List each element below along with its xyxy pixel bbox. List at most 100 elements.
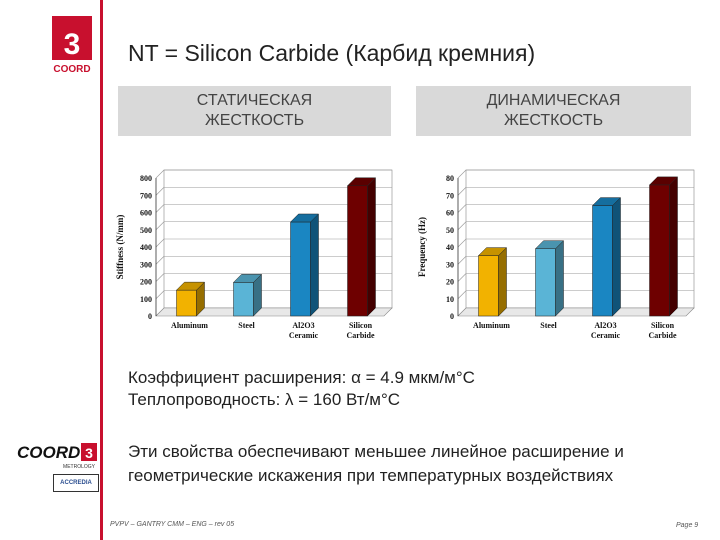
x-tick-label: Carbide (649, 331, 677, 340)
panel-right-line1: ДИНАМИЧЕСКАЯ (486, 92, 621, 109)
panel-left-line2: ЖЕСТКОСТЬ (204, 112, 305, 129)
logo-number: 3 (64, 28, 81, 61)
y-tick-label: 200 (140, 278, 152, 287)
gridline-side (155, 169, 165, 179)
brand-red-block (81, 443, 97, 461)
benefit-note: Эти свойства обеспечивают меньшее линейн… (128, 440, 624, 488)
brand-number: 3 (85, 445, 93, 461)
frequency-chart-svg: 0 10 20 30 40 50 60 70 80 Frequency (Hz) Aluminum S… (417, 169, 695, 340)
y-tick-label: 10 (446, 295, 454, 304)
logo-text: COORD (53, 64, 90, 75)
gridline-side (155, 187, 165, 196)
x-tick-label: Al2O3 (594, 321, 616, 330)
y-tick-label: 30 (446, 260, 454, 269)
gridline-side (457, 256, 467, 265)
bar-top (648, 176, 679, 186)
bar-side (310, 213, 319, 317)
bar-front (535, 248, 556, 317)
bar-side (669, 176, 678, 317)
brand-sub: METROLOGY (63, 464, 96, 470)
y-tick-label: 0 (148, 312, 152, 321)
y-tick-label: 300 (140, 260, 152, 269)
x-tick-label: Silicon (349, 321, 373, 330)
gridline-side (457, 290, 467, 299)
bar-top (346, 177, 377, 187)
y-tick-label: 60 (446, 209, 454, 218)
accred-text: ACCREDIA (60, 480, 92, 486)
static-stiffness-panel: СТАТИЧЕСКАЯ ЖЕСТКОСТЬ (118, 86, 391, 136)
bar-top (175, 281, 206, 291)
footer-page-number: Page 9 (676, 522, 699, 529)
logo-red-block (52, 16, 92, 60)
bar-front (478, 255, 499, 317)
y-axis-label: Stiffness (N/mm) (115, 215, 125, 280)
frequency-chart: 0 10 20 30 40 50 60 70 80 Frequency (Hz) Aluminum S… (412, 168, 702, 350)
gridline-side (457, 221, 467, 230)
gridline-side (155, 290, 165, 299)
y-tick-label: 40 (446, 243, 454, 252)
page-title: NT = Silicon Carbide (Карбид кремния) (128, 40, 536, 66)
panel-left-line1: СТАТИЧЕСКАЯ (196, 92, 313, 109)
gridline-side (457, 204, 467, 213)
bar-top (534, 240, 565, 249)
y-tick-label: 100 (140, 295, 152, 304)
gridline-side (457, 187, 467, 196)
bar-front (176, 289, 197, 317)
thermal-conductivity: Теплопроводность: λ = 160 Вт/м°С (128, 390, 401, 409)
x-tick-label: Carbide (347, 331, 375, 340)
stiffness-chart: 0 100 200 300 400 500 600 700 800 Stiffness (N/mm… (110, 168, 400, 350)
x-tick-label: Steel (238, 321, 255, 330)
footer-doc-id: PVPV – GANTRY CMM – ENG – rev 05 (110, 521, 235, 528)
gridline-side (155, 256, 165, 265)
bar-top (232, 274, 263, 283)
y-tick-label: 700 (140, 191, 152, 200)
bar-front (649, 184, 670, 317)
bar-side (367, 177, 376, 317)
y-tick-label: 400 (140, 243, 152, 252)
y-tick-label: 20 (446, 278, 454, 287)
bar-side (612, 196, 621, 317)
x-tick-label: Steel (540, 321, 557, 330)
x-tick-label: Aluminum (473, 321, 510, 330)
red-divider-line (100, 0, 103, 540)
x-tick-label: Ceramic (289, 331, 319, 340)
y-tick-label: 600 (140, 209, 152, 218)
y-tick-label: 80 (446, 174, 454, 183)
accreditation-logo: ACCREDIA (53, 474, 99, 492)
x-tick-label: Silicon (651, 321, 675, 330)
bar-front (290, 221, 311, 317)
y-tick-label: 500 (140, 226, 152, 235)
dynamic-stiffness-panel: ДИНАМИЧЕСКАЯ ЖЕСТКОСТЬ (416, 86, 691, 136)
bar-top (591, 197, 622, 206)
panel-right-line2: ЖЕСТКОСТЬ (503, 112, 604, 129)
gridline-side (155, 204, 165, 213)
x-tick-label: Ceramic (591, 331, 621, 340)
bar-front (592, 205, 613, 317)
y-tick-label: 800 (140, 174, 152, 183)
y-tick-label: 0 (450, 312, 454, 321)
expansion-coefficient: Коэффициент расширения: α = 4.9 мкм/м°С (128, 368, 475, 387)
gridline-side (155, 238, 165, 248)
gridline-side (457, 238, 467, 248)
x-tick-label: Al2O3 (292, 321, 314, 330)
bar-side (555, 240, 564, 317)
gridline-side (457, 169, 467, 179)
coord3-logo-top: 3 COORD (50, 14, 94, 76)
stiffness-chart-svg: 0 100 200 300 400 500 600 700 800 Stiffness (N/mm… (115, 169, 393, 340)
bar-side (498, 247, 507, 317)
gridline-side (457, 273, 467, 282)
y-axis-label: Frequency (Hz) (417, 217, 427, 277)
bar-front (233, 282, 254, 317)
properties-text: Коэффициент расширения: α = 4.9 мкм/м°С … (128, 367, 475, 411)
coord3-metrology-logo: COORD 3 METROLOGY (15, 440, 99, 470)
brand-text: COORD (17, 443, 80, 462)
gridline-side (155, 221, 165, 230)
bar-front (347, 185, 368, 317)
note-line2: геометрические искажения при температурн… (128, 466, 614, 485)
x-tick-label: Aluminum (171, 321, 208, 330)
y-tick-label: 50 (446, 226, 454, 235)
y-tick-label: 70 (446, 191, 454, 200)
bar-top (289, 213, 320, 223)
bar-top (477, 247, 508, 256)
note-line1: Эти свойства обеспечивают меньшее линейн… (128, 442, 624, 461)
